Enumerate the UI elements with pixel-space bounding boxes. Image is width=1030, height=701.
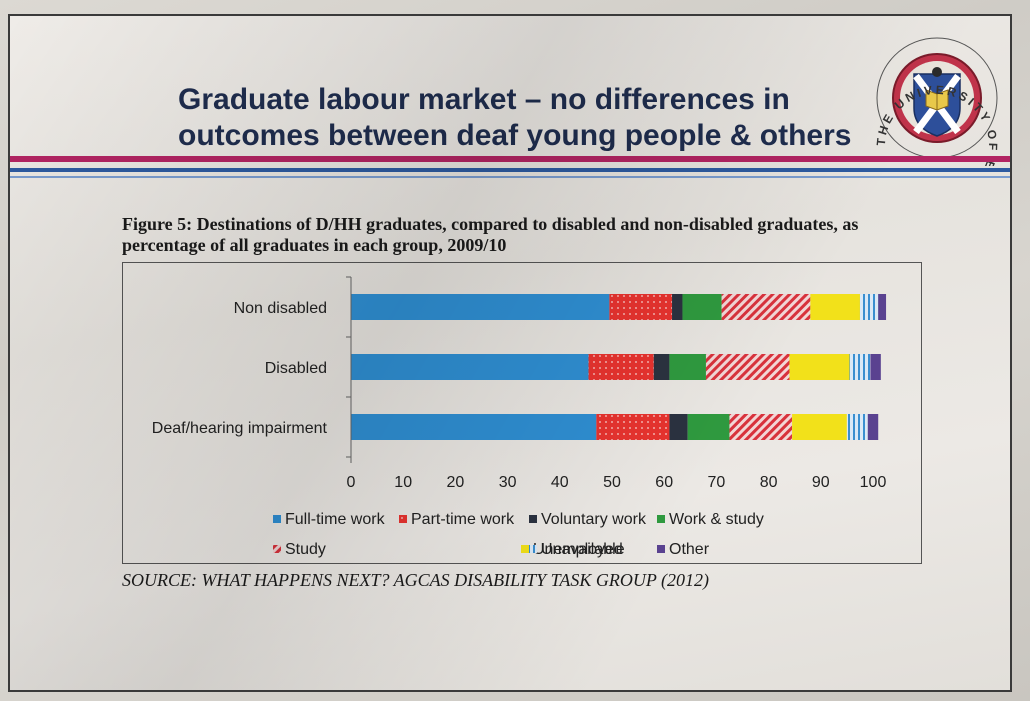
title-divider-blue-thin <box>10 176 1010 178</box>
legend-label-voluntary-work: Voluntary work <box>541 511 647 528</box>
x-tick-label-90: 90 <box>812 474 830 491</box>
bar-segment-unemployed-non-disabled <box>810 294 860 320</box>
bar-segment-work-study-non-disabled <box>682 294 722 320</box>
source-note: SOURCE: WHAT HAPPENS NEXT? AGCAS DISABIL… <box>122 570 709 590</box>
x-tick-label-10: 10 <box>394 474 412 491</box>
legend-swatch-part-time-work <box>399 515 407 523</box>
x-tick-label-70: 70 <box>708 474 726 491</box>
legend-label-unavailable: Unavailable <box>541 541 625 558</box>
x-tick-label-60: 60 <box>655 474 673 491</box>
legend-label-work-study: Work & study <box>669 511 764 528</box>
legend-swatch-other <box>657 545 665 553</box>
bar-segment-unemployed-disabled <box>789 354 850 380</box>
legend-label-other: Other <box>669 541 710 558</box>
bar-segment-unemployed-deaf-hearing-impairment <box>792 414 847 440</box>
bar-segment-unavailable-disabled <box>849 354 871 380</box>
x-tick-label-100: 100 <box>860 474 887 491</box>
bar-segment-other-disabled <box>870 354 881 380</box>
slide: Graduate labour market – no differences … <box>8 14 1012 692</box>
bar-segment-voluntary-work-deaf-hearing-impairment <box>669 414 688 440</box>
bar-segment-part-time-work-non-disabled <box>609 294 673 320</box>
bar-segment-voluntary-work-non-disabled <box>672 294 683 320</box>
bar-segment-work-study-deaf-hearing-impairment <box>687 414 730 440</box>
bar-segment-unavailable-deaf-hearing-impairment <box>846 414 868 440</box>
category-label-deaf-hearing-impairment: Deaf/hearing impairment <box>152 420 328 437</box>
bar-segment-full-time-work-deaf-hearing-impairment <box>351 414 597 440</box>
bar-segment-part-time-work-deaf-hearing-impairment <box>596 414 670 440</box>
bar-segment-full-time-work-non-disabled <box>351 294 610 320</box>
bar-segment-other-non-disabled <box>878 294 887 320</box>
university-seal-logo: THE UNIVERSITY OF EDINBURGH <box>874 37 998 166</box>
bar-segment-study-disabled <box>705 354 790 380</box>
legend-swatch-voluntary-work <box>529 515 537 523</box>
bar-segment-part-time-work-disabled <box>588 354 654 380</box>
legend-label-part-time-work: Part-time work <box>411 511 515 528</box>
bar-segment-work-study-disabled <box>669 354 706 380</box>
x-tick-label-50: 50 <box>603 474 621 491</box>
legend-swatch-full-time-work <box>273 515 281 523</box>
title-divider-blue <box>10 168 1010 172</box>
stacked-bar-chart: Non disabled Disabled Deaf/hearing impairm… <box>152 276 887 558</box>
category-label-non-disabled: Non disabled <box>234 300 327 317</box>
legend-swatch-unemployed <box>521 545 529 553</box>
bar-segment-other-deaf-hearing-impairment <box>867 414 879 440</box>
x-tick-label-0: 0 <box>347 474 356 491</box>
category-label-disabled: Disabled <box>265 360 327 377</box>
figure-title: Figure 5: Destinations of D/HH graduates… <box>122 214 859 255</box>
bar-segment-full-time-work-disabled <box>351 354 589 380</box>
legend-swatch-study <box>273 545 281 553</box>
x-tick-label-40: 40 <box>551 474 569 491</box>
slide-title: Graduate labour market – no differences … <box>178 83 852 152</box>
bar-segment-voluntary-work-disabled <box>653 354 670 380</box>
legend-label-unemployed: Unemployed <box>533 541 623 558</box>
legend-swatch-work-study <box>657 515 665 523</box>
legend-label-full-time-work: Full-time work <box>285 511 386 528</box>
title-divider-red <box>10 156 1010 162</box>
bar-segment-study-non-disabled <box>721 294 811 320</box>
x-tick-label-30: 30 <box>499 474 517 491</box>
chart-frame: Non disabled Disabled Deaf/hearing impairm… <box>122 262 922 564</box>
bar-segment-study-deaf-hearing-impairment <box>729 414 793 440</box>
legend-label-study: Study <box>285 541 326 558</box>
bar-segment-unavailable-non-disabled <box>859 294 879 320</box>
legend-swatch-unavailable <box>529 545 537 553</box>
x-tick-label-20: 20 <box>447 474 465 491</box>
x-tick-label-80: 80 <box>760 474 778 491</box>
